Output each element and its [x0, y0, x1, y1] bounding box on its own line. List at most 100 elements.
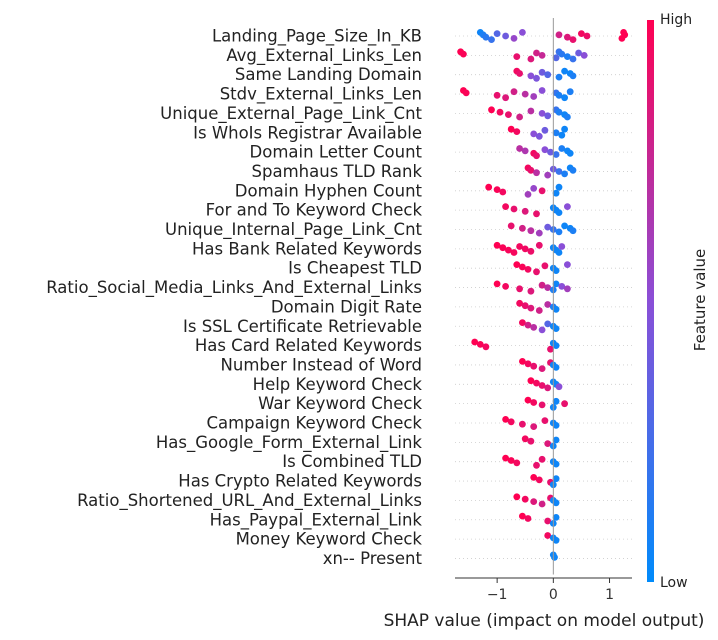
x-axis: −1 0 1: [455, 577, 632, 603]
shap-point: [558, 50, 566, 58]
shap-point: [527, 437, 535, 445]
feature-label: Stdv_External_Links_Len: [220, 85, 422, 105]
shap-point: [471, 338, 479, 346]
shap-point: [524, 396, 532, 404]
feature-label: Help Keyword Check: [253, 375, 423, 394]
shap-point: [502, 32, 509, 40]
shap-point: [544, 517, 552, 525]
shap-point: [493, 91, 501, 99]
shap-point: [527, 377, 535, 385]
shap-point: [513, 261, 521, 268]
shap-point: [505, 246, 512, 254]
shap-point: [507, 418, 515, 426]
shap-point: [555, 31, 563, 39]
shap-point: [561, 222, 568, 230]
shap-point: [538, 52, 546, 59]
shap-point: [564, 261, 571, 268]
feature-label: Spamhaus TLD Rank: [252, 162, 423, 181]
shap-point: [558, 283, 566, 290]
shap-point: [580, 52, 588, 59]
shap-point: [558, 243, 566, 250]
shap-point: [538, 68, 546, 76]
shap-point: [564, 33, 571, 41]
shap-point: [533, 268, 540, 276]
shap-point: [488, 36, 495, 43]
shap-point: [499, 188, 507, 196]
shap-point: [516, 113, 523, 121]
shap-point: [519, 319, 526, 326]
shap-point: [530, 130, 538, 138]
shap-point: [541, 417, 549, 424]
shap-point: [516, 285, 523, 293]
shap-point: [538, 87, 546, 94]
shap-point: [564, 203, 571, 211]
shap-point: [516, 299, 523, 307]
shap-point: [621, 31, 629, 39]
shap-point: [533, 49, 540, 57]
shap-point: [524, 360, 532, 368]
shap-point: [541, 146, 549, 154]
shap-point: [552, 151, 560, 158]
shap-point: [561, 170, 568, 178]
feature-label: Ratio_Shortened_URL_And_External_Links: [77, 491, 422, 511]
colorbar-high-label: High: [660, 12, 692, 28]
shap-points: [457, 29, 629, 561]
shap-point: [460, 50, 467, 58]
shap-point: [552, 422, 560, 429]
shap-point: [533, 379, 540, 387]
feature-label: Has_Paypal_External_Link: [210, 510, 423, 530]
feature-label: Campaign Keyword Check: [206, 414, 422, 433]
shap-point: [530, 362, 538, 370]
shap-point: [510, 249, 518, 256]
x-tick-label: 0: [549, 587, 558, 603]
shap-point: [544, 301, 552, 308]
shap-point: [510, 205, 518, 213]
shap-point: [533, 169, 540, 177]
shap-point: [538, 187, 546, 195]
shap-point: [564, 113, 571, 121]
shap-point: [516, 70, 523, 77]
shap-point: [482, 33, 490, 41]
shap-point: [555, 209, 563, 217]
shap-point: [533, 210, 540, 218]
shap-point: [538, 455, 546, 463]
shap-point: [519, 358, 526, 365]
shap-point: [510, 35, 518, 42]
shap-point: [527, 247, 535, 255]
shap-point: [535, 229, 543, 237]
shap-point: [519, 512, 526, 520]
colorbar-gradient: [647, 20, 654, 582]
feature-label: Domain Hyphen Count: [235, 181, 423, 200]
shap-point: [533, 152, 540, 160]
shap-point: [569, 55, 577, 63]
shap-point: [552, 536, 560, 544]
shap-point: [575, 49, 582, 57]
shap-point: [513, 493, 521, 501]
shap-point: [551, 553, 558, 561]
shap-point: [521, 147, 529, 155]
shap-point: [538, 281, 546, 289]
shap-point: [502, 94, 509, 102]
shap-point: [558, 145, 566, 152]
shap-point: [541, 126, 549, 134]
shap-point: [555, 183, 563, 191]
shap-point: [561, 400, 568, 408]
feature-label: Unique_External_Page_Link_Cnt: [160, 104, 422, 124]
shap-point: [519, 224, 526, 232]
shap-point: [519, 263, 526, 271]
shap-point: [552, 499, 560, 507]
feature-label: Landing_Page_Size_In_KB: [212, 27, 422, 47]
shap-point: [555, 228, 563, 236]
shap-point: [569, 227, 577, 235]
shap-point: [544, 320, 552, 328]
shap-point: [527, 166, 535, 174]
shap-point: [521, 495, 529, 503]
shap-point: [530, 185, 538, 192]
shap-point: [535, 241, 543, 249]
shap-point: [510, 88, 518, 96]
shap-point: [552, 325, 560, 332]
shap-point: [516, 243, 523, 250]
shap-point: [521, 90, 529, 98]
shap-point: [552, 436, 560, 444]
feature-label: Has_Google_Form_External_Link: [156, 433, 423, 453]
